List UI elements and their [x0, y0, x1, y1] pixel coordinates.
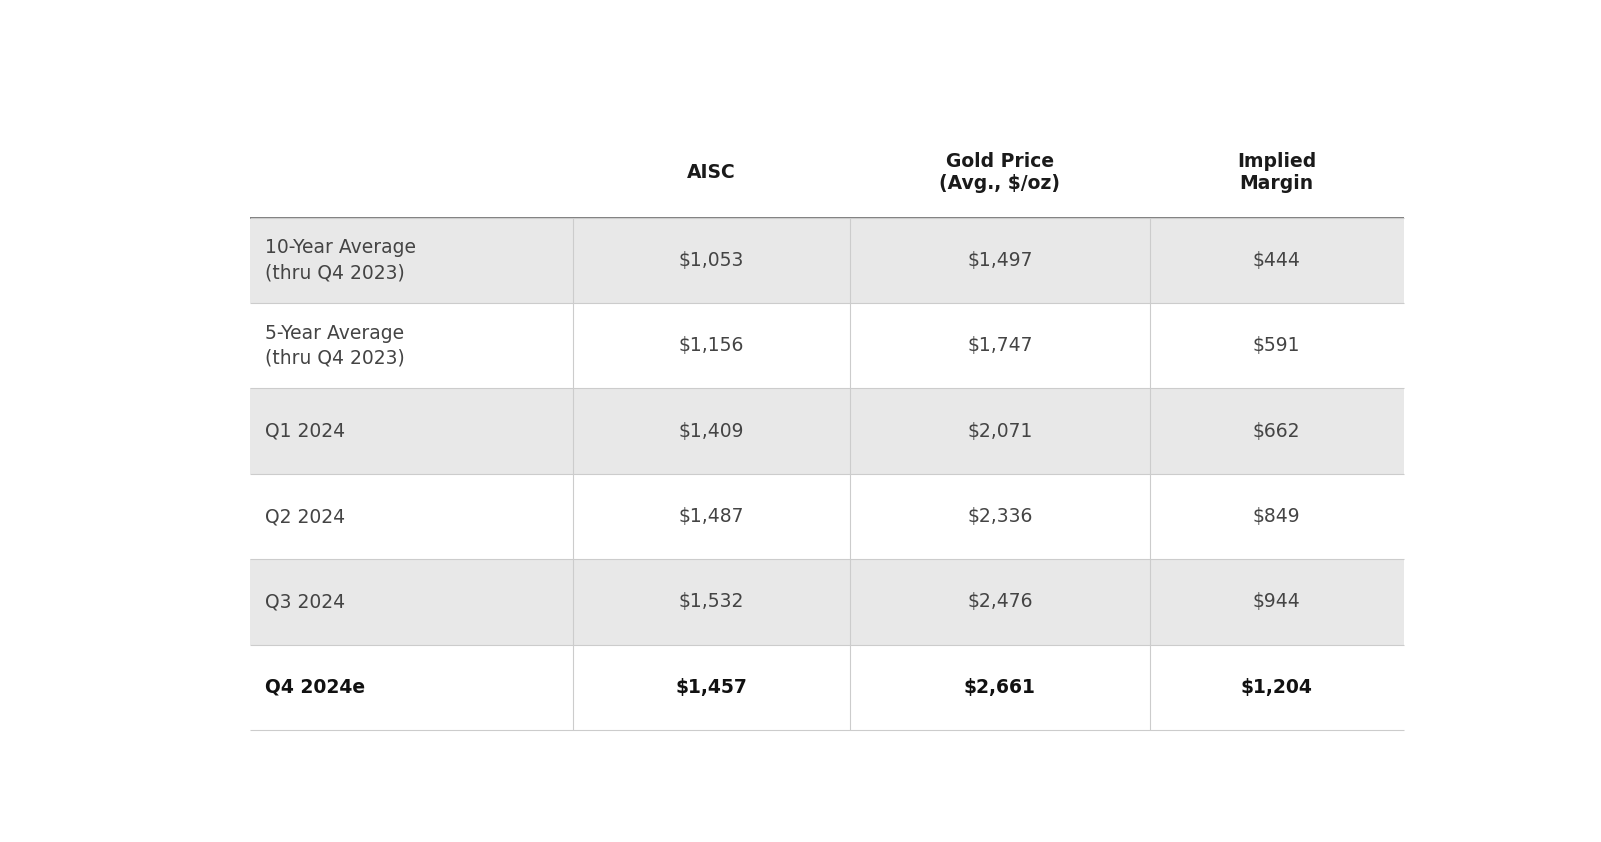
Text: 10-Year Average
(thru Q4 2023): 10-Year Average (thru Q4 2023) [264, 238, 416, 282]
Bar [250, 559, 1404, 645]
Text: $1,532: $1,532 [679, 593, 744, 611]
Text: Q4 2024e: Q4 2024e [264, 678, 365, 696]
Text: $1,409: $1,409 [679, 422, 744, 440]
Text: $1,457: $1,457 [676, 678, 748, 696]
Text: $1,487: $1,487 [679, 507, 744, 526]
Text: $2,476: $2,476 [967, 593, 1033, 611]
Text: Q1 2024: Q1 2024 [264, 422, 344, 440]
Text: $2,661: $2,661 [964, 678, 1036, 696]
Text: $849: $849 [1254, 507, 1300, 526]
Text: AISC: AISC [687, 163, 736, 182]
Bar [250, 388, 1404, 474]
Text: Gold Price
(Avg., $/oz): Gold Price (Avg., $/oz) [940, 152, 1060, 193]
Text: $944: $944 [1254, 593, 1300, 611]
Text: $1,053: $1,053 [679, 251, 744, 270]
Text: Q2 2024: Q2 2024 [264, 507, 344, 526]
Text: $2,336: $2,336 [967, 507, 1033, 526]
Text: $2,071: $2,071 [967, 422, 1033, 440]
Text: $591: $591 [1254, 336, 1300, 355]
Text: Q3 2024: Q3 2024 [264, 593, 344, 611]
Text: $1,204: $1,204 [1241, 678, 1313, 696]
Text: $1,156: $1,156 [679, 336, 744, 355]
Bar [250, 218, 1404, 303]
Text: Implied
Margin: Implied Margin [1238, 152, 1316, 193]
Text: $1,747: $1,747 [967, 336, 1033, 355]
Text: $444: $444 [1254, 251, 1300, 270]
Text: 5-Year Average
(thru Q4 2023): 5-Year Average (thru Q4 2023) [264, 324, 405, 368]
Text: $1,497: $1,497 [967, 251, 1033, 270]
Text: $662: $662 [1254, 422, 1300, 440]
